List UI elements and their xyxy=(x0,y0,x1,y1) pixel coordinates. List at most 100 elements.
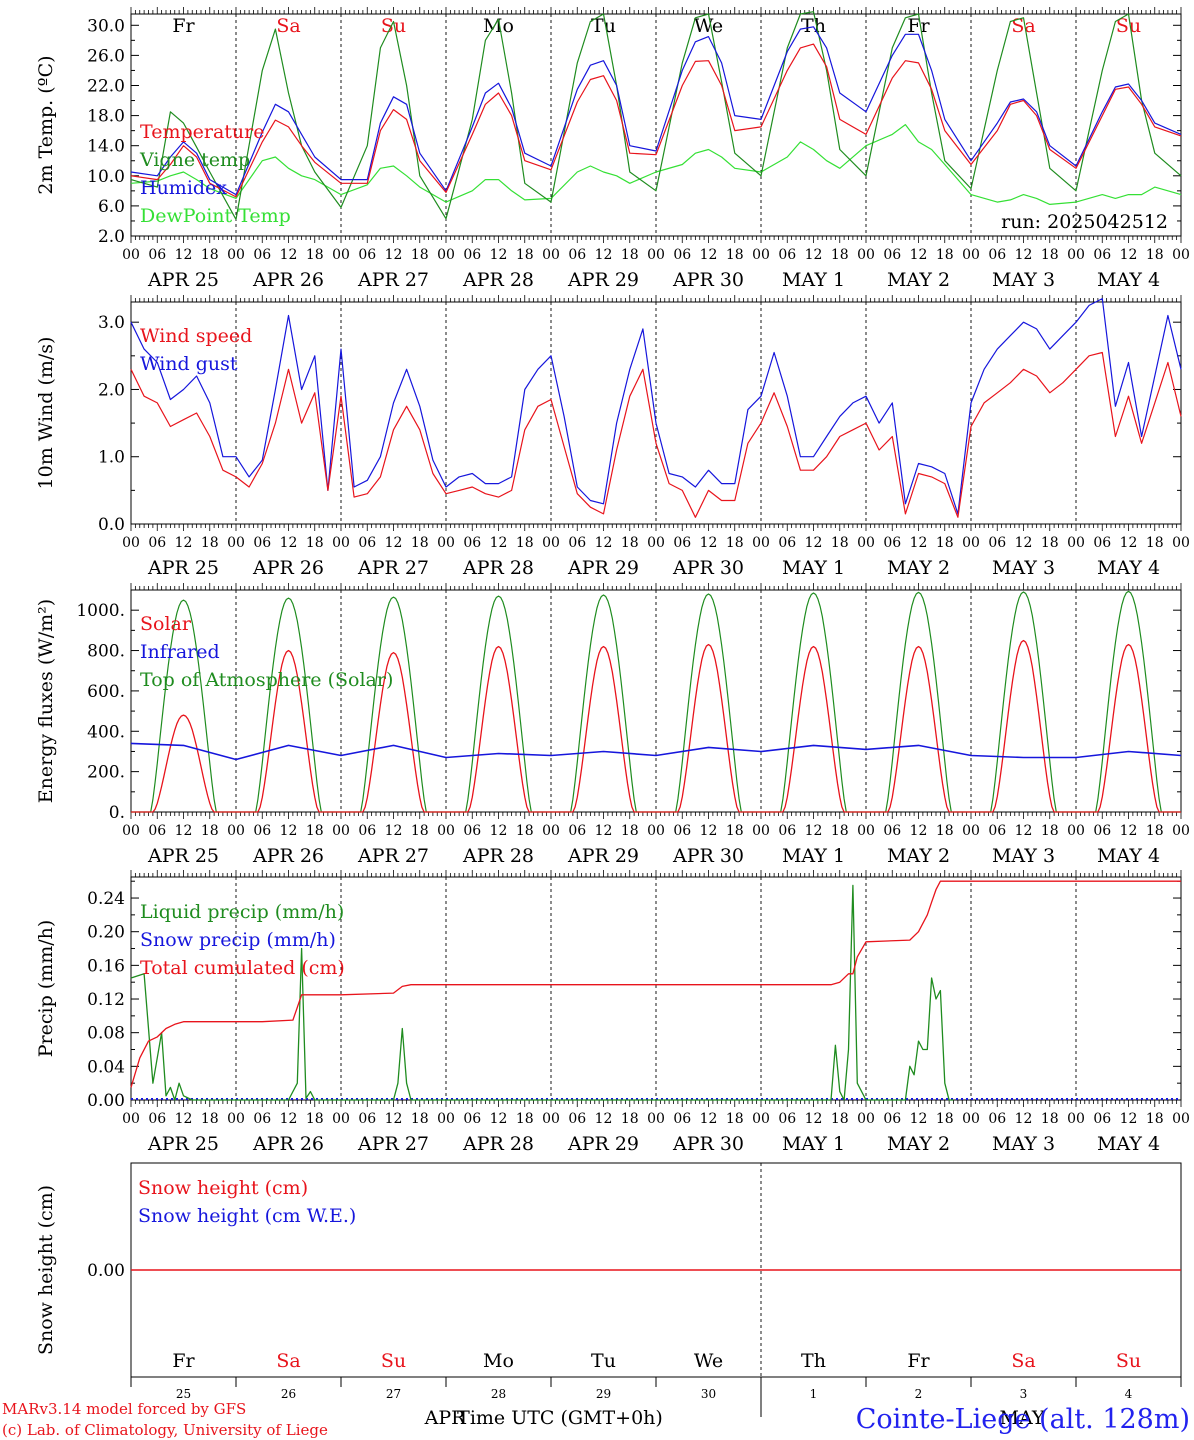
hour-label: 18 xyxy=(1146,823,1164,839)
y-tick-label: 600. xyxy=(87,682,125,702)
series-line-vigne-temp xyxy=(130,11,1182,220)
hour-label: 06 xyxy=(778,247,796,263)
hour-label: 18 xyxy=(516,535,534,551)
hour-label: 06 xyxy=(568,535,586,551)
hour-label: 12 xyxy=(700,247,718,263)
date-label: APR 25 xyxy=(147,1133,219,1155)
hour-label: 18 xyxy=(726,535,744,551)
y-tick-label: 10.0 xyxy=(87,167,125,187)
hour-label: 12 xyxy=(805,535,823,551)
footer-credit-line1: MARv3.14 model forced by GFS xyxy=(2,1400,246,1418)
hour-label: 12 xyxy=(490,823,508,839)
date-label: MAY 3 xyxy=(992,269,1055,291)
hour-label: 12 xyxy=(910,823,928,839)
hour-label: 06 xyxy=(883,823,901,839)
panel-1: 2.0 6.0 10.0 14.0 18.0 22.0 26.0 30.0 2m Temp. (… xyxy=(35,7,1190,291)
panel-2: 0.0 1.0 2.0 3.0 10m Wind (m/s) 00 06 12 18 APR 25… xyxy=(35,295,1190,579)
weekday-label: Sa xyxy=(1011,15,1035,37)
date-label: MAY 4 xyxy=(1097,269,1160,291)
hour-label: 00 xyxy=(647,535,665,551)
hour-label: 00 xyxy=(437,823,455,839)
date-label: MAY 1 xyxy=(782,557,845,579)
weekday-label: Th xyxy=(801,15,826,37)
hour-label: 18 xyxy=(831,1111,849,1127)
hour-label: 00 xyxy=(542,1111,560,1127)
y-tick-label: 0.08 xyxy=(87,1024,125,1044)
series-line-wind-gust xyxy=(130,298,1182,515)
date-label: APR 27 xyxy=(357,557,429,579)
y-axis-label: Energy fluxes (W/m²) xyxy=(35,599,57,803)
date-label: APR 28 xyxy=(462,557,534,579)
hour-label: 18 xyxy=(411,1111,429,1127)
hour-label: 00 xyxy=(857,247,875,263)
hour-label: 00 xyxy=(122,1111,140,1127)
legend-entry: Wind gust xyxy=(140,353,238,375)
legend-entry: Snow precip (mm/h) xyxy=(140,929,336,951)
hour-label: 00 xyxy=(332,1111,350,1127)
y-tick-label: 0.20 xyxy=(87,923,125,943)
date-label: APR 26 xyxy=(252,557,324,579)
weekday-label: Tu xyxy=(591,15,616,37)
x-axis-title: Time UTC (GMT+0h) xyxy=(457,1407,663,1429)
y-tick-label: 800. xyxy=(87,642,125,662)
hour-label: 00 xyxy=(857,535,875,551)
hour-label: 12 xyxy=(1120,535,1138,551)
weekday-label: Su xyxy=(381,1350,406,1372)
y-tick-label: 0.04 xyxy=(87,1057,125,1077)
day-number: 28 xyxy=(491,1387,506,1401)
hour-label: 18 xyxy=(1146,535,1164,551)
hour-label: 12 xyxy=(595,535,613,551)
hour-label: 00 xyxy=(752,1111,770,1127)
hour-label: 18 xyxy=(936,535,954,551)
hour-label: 00 xyxy=(1067,247,1085,263)
date-label: APR 30 xyxy=(672,1133,744,1155)
y-tick-label: 30.0 xyxy=(87,16,125,36)
hour-label: 18 xyxy=(201,535,219,551)
date-label: MAY 1 xyxy=(782,845,845,867)
hour-label: 18 xyxy=(621,247,639,263)
hour-label: 06 xyxy=(358,535,376,551)
series-line-wind-speed xyxy=(130,351,1182,518)
hour-label: 06 xyxy=(148,535,166,551)
date-label: APR 25 xyxy=(147,557,219,579)
hour-label: 18 xyxy=(936,1111,954,1127)
date-label: APR 28 xyxy=(462,1133,534,1155)
hour-label: 06 xyxy=(568,823,586,839)
y-tick-label: 2.0 xyxy=(98,380,125,400)
y-tick-label: 22.0 xyxy=(87,76,125,96)
hour-label: 18 xyxy=(306,247,324,263)
date-label: APR 29 xyxy=(567,1133,639,1155)
hour-label: 06 xyxy=(883,1111,901,1127)
hour-label: 06 xyxy=(463,535,481,551)
day-number: 29 xyxy=(596,1387,611,1401)
hour-label: 18 xyxy=(726,1111,744,1127)
weekday-label: Mo xyxy=(483,1350,514,1372)
hour-label: 06 xyxy=(778,1111,796,1127)
hour-label: 00 xyxy=(962,535,980,551)
y-tick-label: 14.0 xyxy=(87,137,125,157)
hour-label: 00 xyxy=(437,1111,455,1127)
y-tick-label: 0.16 xyxy=(87,956,125,976)
hour-label: 06 xyxy=(673,535,691,551)
date-label: MAY 2 xyxy=(887,557,950,579)
hour-label: 12 xyxy=(1015,535,1033,551)
weekday-label: Mo xyxy=(483,15,514,37)
y-tick-label: 0.12 xyxy=(87,990,125,1010)
legend-entry: Humidex xyxy=(140,177,227,199)
hour-label: 06 xyxy=(1093,247,1111,263)
hour-label: 00 xyxy=(962,1111,980,1127)
date-label: MAY 2 xyxy=(887,269,950,291)
date-label: APR 27 xyxy=(357,269,429,291)
hour-label: 00 xyxy=(647,1111,665,1127)
y-tick-label: 1.0 xyxy=(98,448,125,468)
y-tick-label: 1000. xyxy=(76,601,125,621)
weekday-label: Su xyxy=(381,15,406,37)
series-line-dewpoint-temp xyxy=(130,123,1182,205)
hour-label: 12 xyxy=(175,247,193,263)
hour-label: 18 xyxy=(306,535,324,551)
series-line-total-cumulated-cm- xyxy=(130,880,1181,1088)
hour-label: 12 xyxy=(490,247,508,263)
hour-label: 06 xyxy=(568,247,586,263)
hour-label: 12 xyxy=(700,535,718,551)
